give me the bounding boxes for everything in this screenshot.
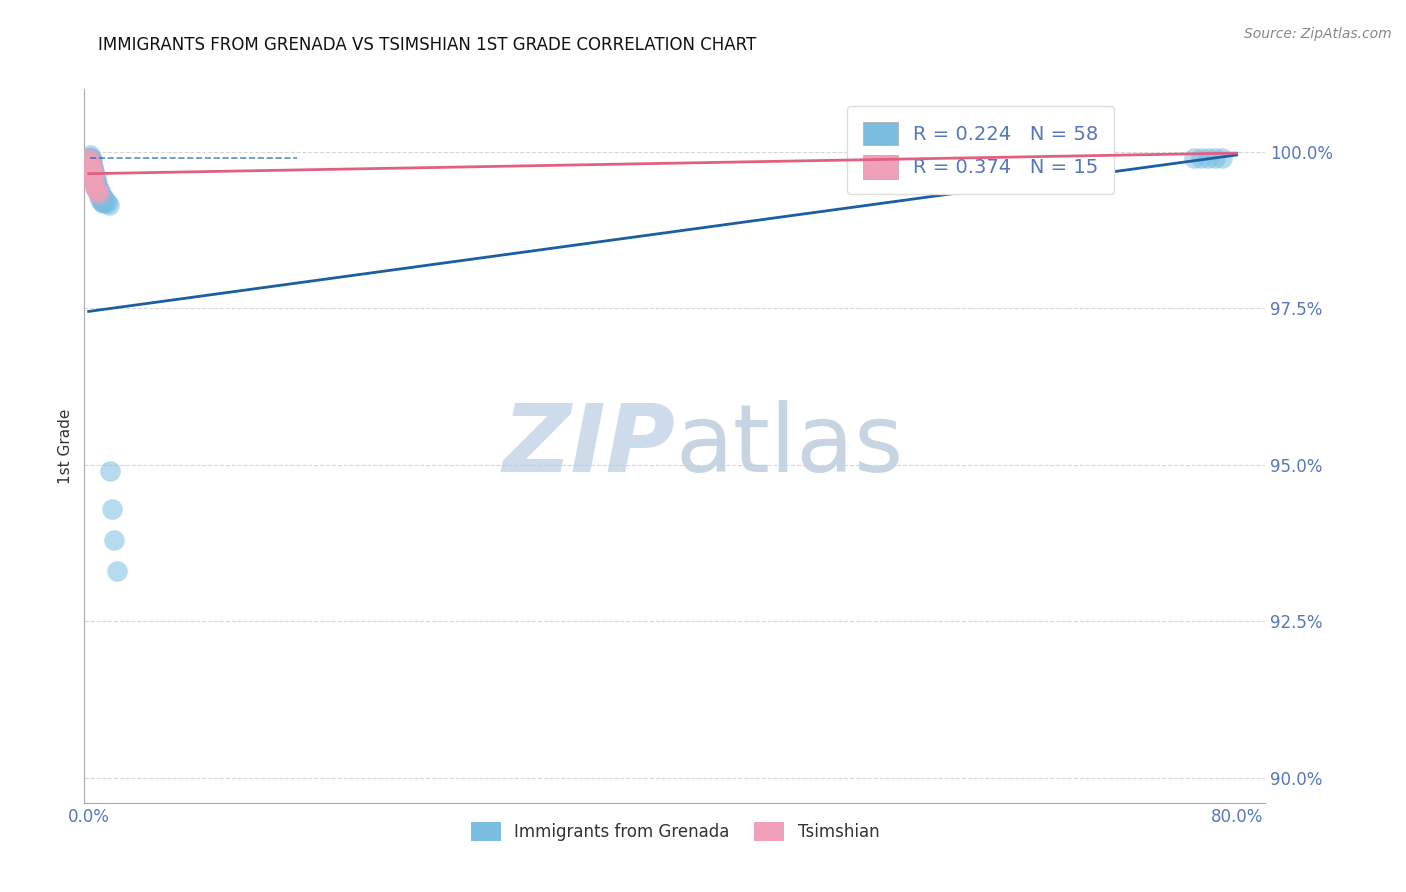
Point [84,179,107,194]
Point [80,163,103,178]
Point [105,564,128,578]
Point [84,182,107,196]
Point [89,184,111,198]
Point [80,157,103,171]
Point [79,154,101,169]
Point [79,157,101,171]
Point [83,163,105,178]
Point [83,173,105,187]
Point [80,153,103,167]
Point [80,156,103,170]
Text: Source: ZipAtlas.com: Source: ZipAtlas.com [1244,27,1392,41]
Point [79,159,101,173]
Point [80,161,103,175]
Point [80,159,103,173]
Point [80,167,103,181]
Point [82,173,104,187]
Point [96,196,118,211]
Point [83,167,105,181]
Point [82,165,104,179]
Point [80,162,103,177]
Text: atlas: atlas [675,400,903,492]
Point [1204,151,1226,165]
Point [84,175,107,189]
Point [79,151,101,165]
Point [86,184,108,198]
Point [83,179,105,194]
Point [103,533,125,547]
Point [79,151,101,165]
Point [80,162,103,177]
Y-axis label: 1st Grade: 1st Grade [58,409,73,483]
Point [87,182,110,196]
Point [79,154,101,169]
Point [1197,151,1219,165]
Point [86,181,108,195]
Point [90,194,112,209]
Point [87,187,110,202]
Point [97,198,120,212]
Point [79,154,101,169]
Point [87,187,110,202]
Point [1211,151,1233,165]
Point [98,464,121,478]
Point [82,169,104,184]
Point [82,173,104,187]
Point [79,148,101,162]
Point [1182,151,1205,165]
Point [80,167,103,181]
Point [79,151,101,165]
Text: ZIP: ZIP [502,400,675,492]
Point [91,190,114,204]
Point [83,176,105,190]
Point [84,169,107,184]
Point [80,153,103,167]
Point [79,151,101,165]
Point [93,194,115,209]
Point [82,169,104,183]
Text: IMMIGRANTS FROM GRENADA VS TSIMSHIAN 1ST GRADE CORRELATION CHART: IMMIGRANTS FROM GRENADA VS TSIMSHIAN 1ST… [98,36,756,54]
Point [82,157,104,171]
Point [94,194,117,208]
Point [82,169,104,183]
Point [82,161,104,175]
Point [86,176,108,190]
Point [90,188,112,202]
Point [89,188,111,202]
Point [84,178,107,192]
Point [84,182,107,196]
Point [83,171,105,186]
Point [89,190,111,204]
Point [83,176,105,190]
Point [91,196,114,211]
Point [79,154,101,169]
Point [100,501,122,516]
Point [90,194,112,208]
Legend: Immigrants from Grenada, Tsimshian: Immigrants from Grenada, Tsimshian [464,815,886,848]
Point [82,165,104,179]
Point [83,171,105,186]
Point [1189,151,1212,165]
Point [87,186,110,200]
